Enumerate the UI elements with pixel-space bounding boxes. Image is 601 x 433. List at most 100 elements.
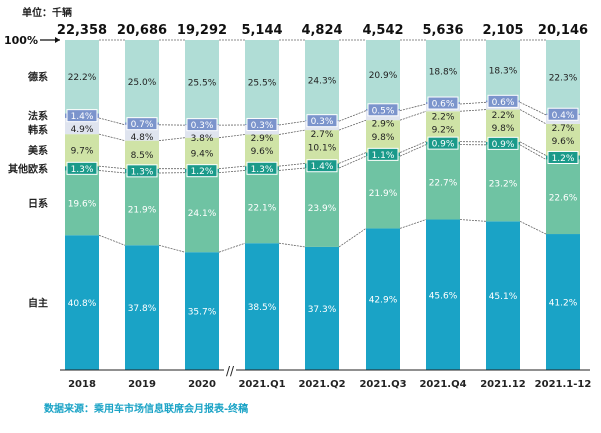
bar-segment-1 <box>486 144 520 222</box>
data-label: 4.9% <box>71 125 94 135</box>
connector-line <box>459 109 487 112</box>
data-label: 21.9% <box>128 206 157 216</box>
connector-line <box>98 234 126 246</box>
bar-segment-0 <box>305 246 339 370</box>
bar-segment-0 <box>65 235 99 370</box>
data-label-box <box>367 147 399 161</box>
data-label-box <box>487 136 519 150</box>
data-label-box <box>306 159 338 173</box>
series-label: 德系 <box>27 71 48 84</box>
data-label: 1.2% <box>552 154 575 164</box>
connector-line <box>218 242 246 253</box>
data-label-box <box>186 164 218 178</box>
data-label: 0.3% <box>251 121 274 131</box>
x-tick-label: 2021.Q2 <box>298 379 345 390</box>
connector-line <box>98 117 126 126</box>
data-label: 22.3% <box>549 73 578 83</box>
total-label: 22,358 <box>57 23 107 38</box>
data-label: 0.6% <box>432 100 455 110</box>
data-label: 24.1% <box>188 209 217 219</box>
arrow-head <box>55 37 60 43</box>
bar-segment-0 <box>426 219 460 370</box>
data-label: 38.5% <box>248 303 277 313</box>
x-tick-label: 2019 <box>128 379 156 390</box>
data-label: 0.4% <box>552 111 575 121</box>
connector-line <box>218 170 246 174</box>
data-label-box <box>66 109 98 123</box>
top-100-label: 100% <box>4 34 38 47</box>
total-label: 19,292 <box>177 23 227 38</box>
connector-line <box>98 133 126 142</box>
connector-line <box>519 141 547 156</box>
bar-segment-6 <box>546 40 580 114</box>
x-tick-label: 2021.Q3 <box>359 379 406 390</box>
bar-segment-1 <box>546 159 580 235</box>
data-label: 1.2% <box>191 167 214 177</box>
bar-segment-3 <box>426 111 460 142</box>
connector-line <box>278 120 306 126</box>
unit-label: 单位：千辆 <box>22 6 72 19</box>
data-label: 2.9% <box>251 134 274 144</box>
data-label: 0.3% <box>191 121 214 131</box>
connector-line <box>278 163 306 167</box>
connector-line <box>338 152 367 164</box>
series-label: 其他欧系 <box>8 162 48 175</box>
bar-segment-1 <box>125 172 159 246</box>
bar-segment-6 <box>486 40 520 101</box>
data-label: 10.1% <box>308 143 337 153</box>
bar-segment-1 <box>65 170 99 236</box>
total-label: 5,636 <box>422 23 463 38</box>
data-label: 1.4% <box>71 112 94 122</box>
connector-line <box>278 129 306 135</box>
bar-segment-6 <box>245 40 279 124</box>
data-label-box <box>367 103 399 117</box>
data-label: 24.3% <box>308 77 337 87</box>
data-label: 45.1% <box>489 292 518 302</box>
data-label: 2.2% <box>432 113 455 123</box>
connector-line <box>218 165 246 170</box>
source-note: 数据来源：乘用车市场信息联席会月报表-终稿 <box>44 402 248 415</box>
data-label: 1.3% <box>131 167 154 177</box>
data-label: 20.9% <box>369 71 398 81</box>
bar-segment-3 <box>305 130 339 164</box>
data-label: 4.8% <box>131 133 154 143</box>
connector-line <box>98 170 126 174</box>
data-label: 9.6% <box>552 137 575 147</box>
data-label: 18.8% <box>429 68 458 78</box>
data-label-box <box>547 150 579 164</box>
bar-segment-1 <box>366 156 400 229</box>
connector-line <box>519 220 547 235</box>
bar-segment-3 <box>125 140 159 169</box>
bar-segment-3 <box>546 123 580 156</box>
series-label: 美系 <box>28 144 48 157</box>
data-label-box <box>186 118 218 132</box>
bar-segment-0 <box>546 234 580 370</box>
data-label: 9.7% <box>71 147 94 157</box>
data-label: 22.6% <box>549 193 578 203</box>
data-label: 23.9% <box>308 204 337 214</box>
x-tick-label: 2021.1-12 <box>535 379 592 390</box>
bar-segment-0 <box>125 245 159 370</box>
data-label: 25.5% <box>248 78 277 88</box>
bar-segment-6 <box>65 40 99 114</box>
bar-segment-3 <box>486 109 520 142</box>
data-label: 22.2% <box>68 73 97 83</box>
data-label: 0.3% <box>311 117 334 127</box>
connector-line <box>459 101 487 105</box>
data-label: 22.7% <box>429 179 458 189</box>
data-label: 35.7% <box>188 308 217 318</box>
data-label: 8.5% <box>131 151 154 161</box>
data-label-box <box>246 117 278 131</box>
bar-segment-1 <box>426 144 460 220</box>
series-label: 韩系 <box>28 124 48 137</box>
data-label-box <box>547 107 579 121</box>
connector-line <box>338 119 367 131</box>
data-label: 21.9% <box>369 189 398 199</box>
data-label: 1.3% <box>251 165 274 175</box>
bar-segment-6 <box>185 40 219 125</box>
total-label: 4,824 <box>301 23 342 38</box>
connector-line <box>399 141 427 153</box>
data-label: 37.8% <box>128 304 157 314</box>
data-label: 9.6% <box>251 147 274 157</box>
